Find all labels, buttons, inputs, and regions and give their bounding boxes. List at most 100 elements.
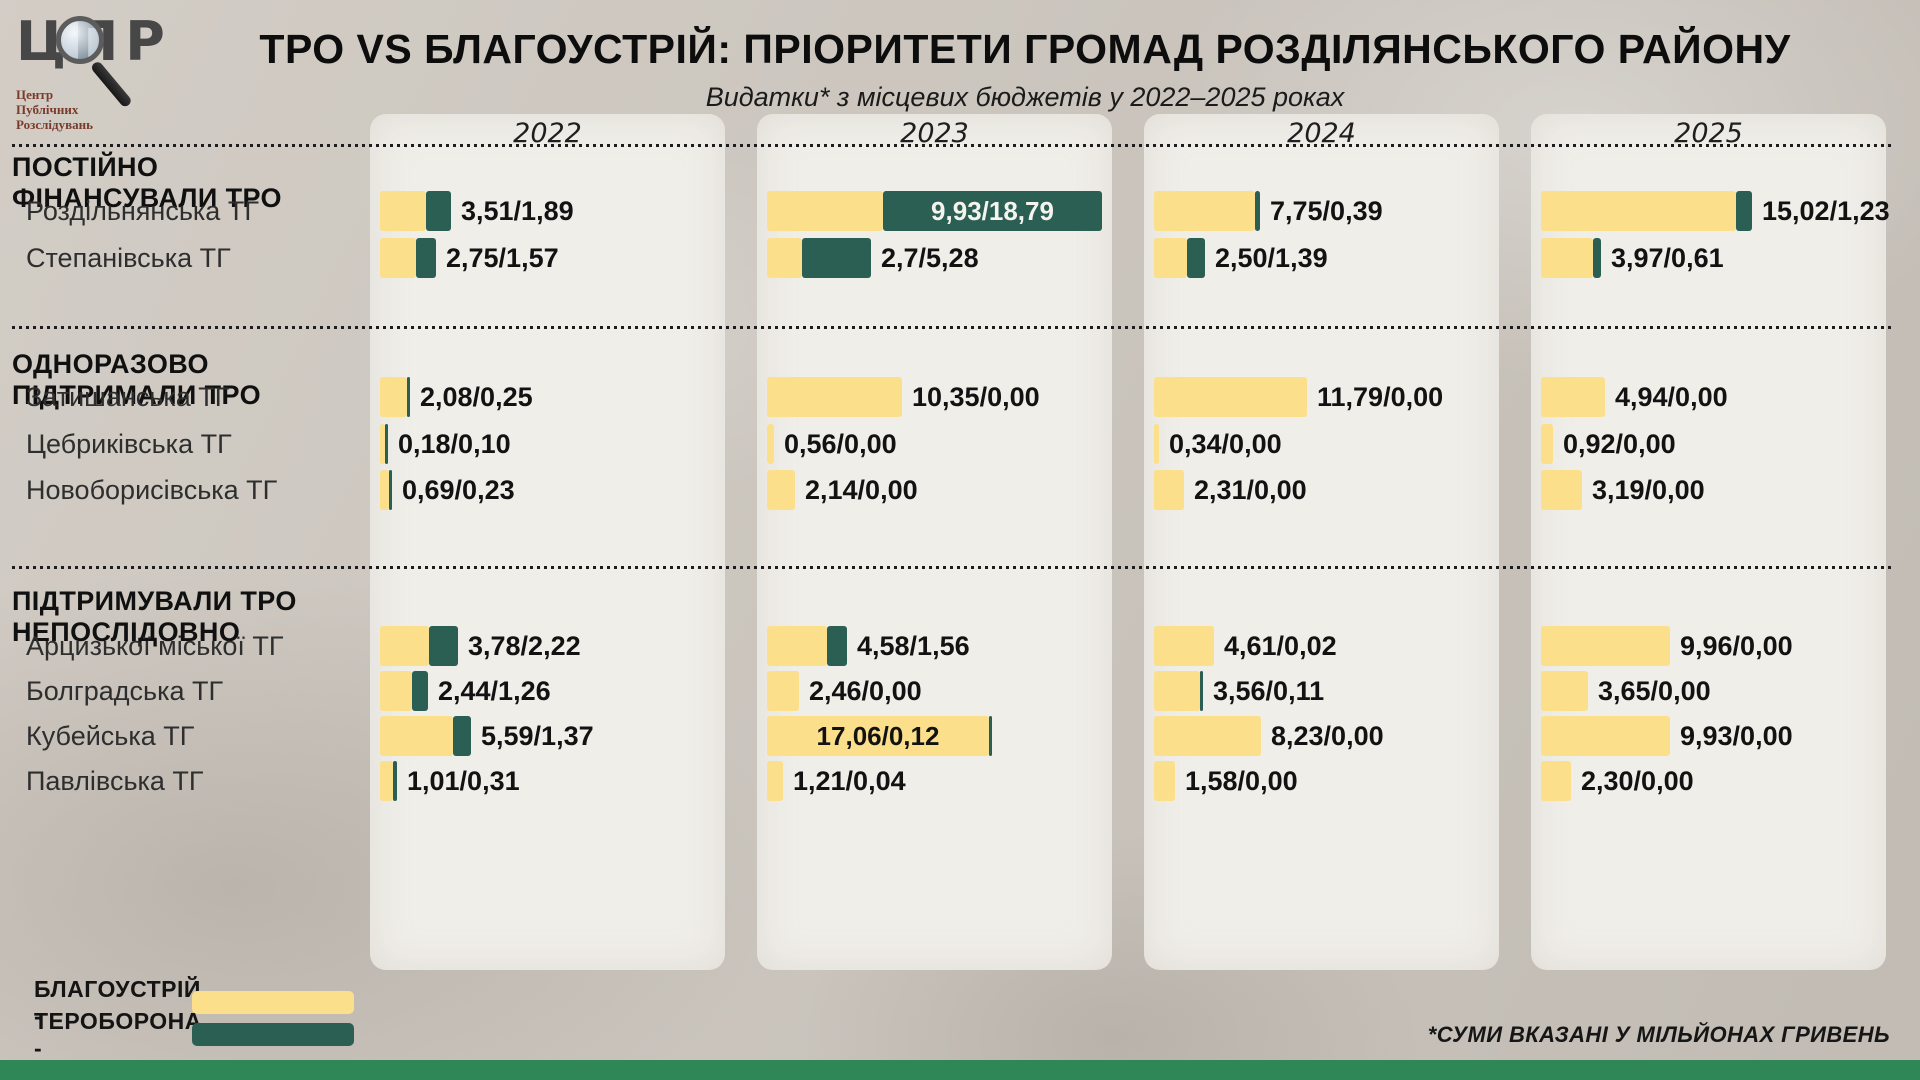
bar-row: 3,78/2,22 xyxy=(380,626,581,666)
value-label: 2,44/1,26 xyxy=(438,675,551,706)
logo-caption-line: Центр xyxy=(16,87,54,102)
value-label: 0,69/0,23 xyxy=(402,474,515,505)
bar-row: 4,61/0,02 xyxy=(1154,626,1337,666)
legend-swatch-defense xyxy=(192,1023,354,1046)
value-label: 8,23/0,00 xyxy=(1271,720,1384,751)
section-divider xyxy=(12,566,1892,569)
improvement-bar xyxy=(767,238,802,278)
bar-row: 7,75/0,39 xyxy=(1154,191,1383,231)
improvement-bar xyxy=(380,470,389,510)
value-label: 4,61/0,02 xyxy=(1224,630,1337,661)
value-label: 2,50/1,39 xyxy=(1215,242,1328,273)
defense-bar xyxy=(453,716,471,756)
value-label: 2,46/0,00 xyxy=(809,675,922,706)
value-label: 2,75/1,57 xyxy=(446,242,559,273)
improvement-bar xyxy=(1541,671,1588,711)
improvement-bar xyxy=(1541,191,1736,231)
bar-row: 4,58/1,56 xyxy=(767,626,970,666)
bar-row: 15,02/1,23 xyxy=(1541,191,1890,231)
defense-bar xyxy=(426,191,451,231)
page-subtitle: Видатки* з місцевих бюджетів у 2022–2025… xyxy=(705,82,1345,112)
page-title: ТРО VS БЛАГОУСТРІЙ: ПРІОРИТЕТИ ГРОМАД РО… xyxy=(259,26,1791,72)
bar-row: 0,69/0,23 xyxy=(380,470,515,510)
year-label: 2025 xyxy=(1674,118,1743,149)
community-label: Цебриківська ТГ xyxy=(26,429,232,459)
value-label: 5,59/1,37 xyxy=(481,720,594,751)
value-label: 1,01/0,31 xyxy=(407,765,520,796)
year-label: 2024 xyxy=(1287,118,1356,149)
bar-row: 2,30/0,00 xyxy=(1541,761,1694,801)
community-label: Степанівська ТГ xyxy=(26,243,231,273)
community-label: Арцизької міської ТГ xyxy=(26,631,284,661)
improvement-bar xyxy=(1541,761,1571,801)
bottom-strip xyxy=(0,1060,1920,1080)
defense-bar xyxy=(393,761,397,801)
improvement-bar xyxy=(1154,671,1200,711)
value-label: 15,02/1,23 xyxy=(1762,195,1890,226)
section-divider xyxy=(12,144,1892,147)
improvement-bar xyxy=(1154,238,1187,278)
bar-row: 0,92/0,00 xyxy=(1541,424,1676,464)
community-label: Павлівська ТГ xyxy=(26,766,204,796)
bar-row: 2,7/5,28 xyxy=(767,238,979,278)
value-label: 10,35/0,00 xyxy=(912,381,1040,412)
value-label: 3,19/0,00 xyxy=(1592,474,1705,505)
bar-row: 3,56/0,11 xyxy=(1154,671,1324,711)
value-label: 2,7/5,28 xyxy=(881,242,979,273)
bar-row: 0,34/0,00 xyxy=(1154,424,1282,464)
improvement-bar xyxy=(767,191,883,231)
value-label: 3,65/0,00 xyxy=(1598,675,1711,706)
defense-bar xyxy=(827,626,847,666)
improvement-bar xyxy=(380,377,407,417)
community-label: Кубейська ТГ xyxy=(26,721,195,751)
improvement-bar xyxy=(380,626,429,666)
value-label: 9,93/0,00 xyxy=(1680,720,1793,751)
bar-row: 11,79/0,00 xyxy=(1154,377,1443,417)
community-label: Новоборисівська ТГ xyxy=(26,475,278,505)
improvement-bar xyxy=(767,671,799,711)
defense-bar xyxy=(407,377,410,417)
value-label: 0,56/0,00 xyxy=(784,428,897,459)
improvement-bar xyxy=(1154,470,1184,510)
bar-row: 2,08/0,25 xyxy=(380,377,533,417)
legend-label-defense: ТЕРОБОРОНА - xyxy=(34,1007,202,1061)
value-label: 1,21/0,04 xyxy=(793,765,906,796)
improvement-bar xyxy=(1154,424,1159,464)
group-header: ОДНОРАЗОВО ПІДТРИМАЛИ ТРО xyxy=(12,349,261,410)
improvement-bar xyxy=(767,424,774,464)
value-label: 3,56/0,11 xyxy=(1213,675,1325,706)
improvement-bar xyxy=(1541,626,1670,666)
bar-row: 3,19/0,00 xyxy=(1541,470,1705,510)
improvement-bar xyxy=(1154,191,1255,231)
bar-row: 0,18/0,10 xyxy=(380,424,511,464)
value-label: 0,92/0,00 xyxy=(1563,428,1676,459)
magnifier-icon xyxy=(56,16,104,64)
bar-row: 17,06/0,12 xyxy=(767,716,992,756)
value-label: 2,30/0,00 xyxy=(1581,765,1694,796)
value-label: 2,08/0,25 xyxy=(420,381,533,412)
improvement-bar xyxy=(1541,424,1553,464)
improvement-bar xyxy=(380,716,453,756)
improvement-bar xyxy=(767,761,783,801)
year-label: 2022 xyxy=(513,118,582,149)
bar-row: 2,50/1,39 xyxy=(1154,238,1328,278)
bar-row: 4,94/0,00 xyxy=(1541,377,1728,417)
improvement-bar xyxy=(380,238,416,278)
value-label: 0,34/0,00 xyxy=(1169,428,1282,459)
defense-bar xyxy=(1736,191,1752,231)
legend-item-improvement: БЛАГОУСТРІЙ - xyxy=(34,976,354,1029)
cpr-logo: ЦПР Центр Публічних Розслідувань xyxy=(16,10,166,140)
bar-row: 3,97/0,61 xyxy=(1541,238,1724,278)
legend-label-improvement: БЛАГОУСТРІЙ - xyxy=(34,975,201,1029)
value-label: 9,96/0,00 xyxy=(1680,630,1793,661)
community-label: Роздільнянська ТГ xyxy=(26,196,259,226)
bar-row: 1,21/0,04 xyxy=(767,761,906,801)
improvement-bar xyxy=(1154,761,1175,801)
value-label: 2,31/0,00 xyxy=(1194,474,1307,505)
value-label: 11,79/0,00 xyxy=(1317,381,1444,412)
bar-row: 2,46/0,00 xyxy=(767,671,922,711)
group-header: ПОСТІЙНО ФІНАНСУВАЛИ ТРО xyxy=(12,152,282,213)
logo-caption: Центр Публічних Розслідувань xyxy=(16,87,166,132)
defense-bar xyxy=(385,424,388,464)
